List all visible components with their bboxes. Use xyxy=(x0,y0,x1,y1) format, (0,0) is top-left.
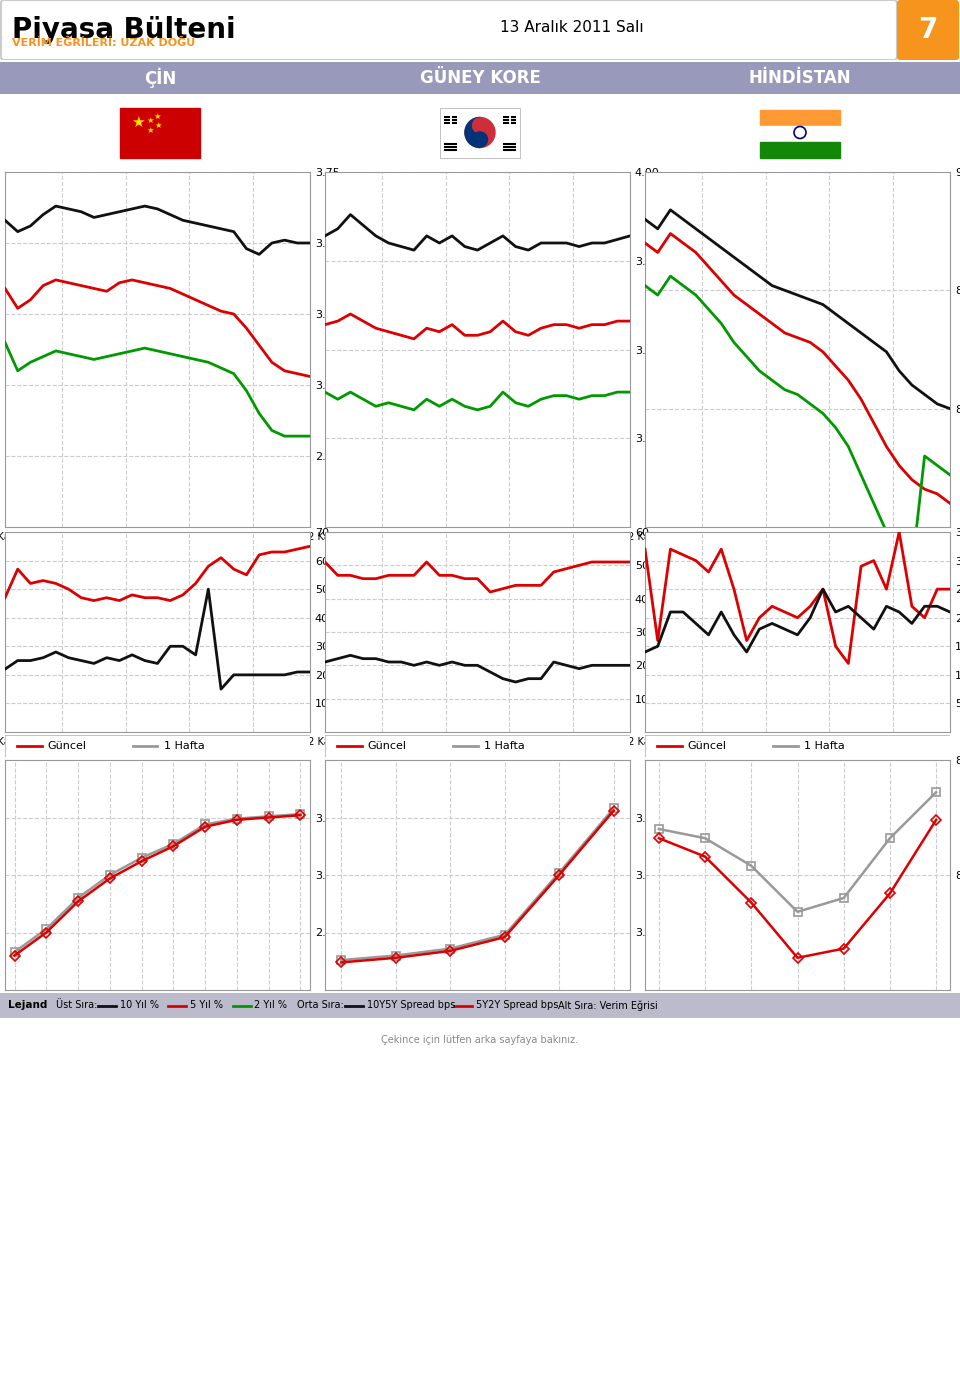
Text: 1 Hafta: 1 Hafta xyxy=(484,742,524,751)
Text: GÜNEY KORE: GÜNEY KORE xyxy=(420,69,540,87)
Text: 1 Hafta: 1 Hafta xyxy=(163,742,204,751)
Text: 5 Yıl %: 5 Yıl % xyxy=(190,1001,223,1010)
Text: Üst Sıra:: Üst Sıra: xyxy=(56,1001,97,1010)
Bar xyxy=(440,108,520,158)
Text: Alt Sıra: Verim Eğrisi: Alt Sıra: Verim Eğrisi xyxy=(558,1001,658,1010)
Text: Orta Sıra:: Orta Sıra: xyxy=(297,1001,344,1010)
Text: ★: ★ xyxy=(153,112,160,121)
Text: Güncel: Güncel xyxy=(368,742,407,751)
Bar xyxy=(760,126,840,141)
Text: 10 Yıl %: 10 Yıl % xyxy=(120,1001,159,1010)
Text: 10Y5Y Spread bps: 10Y5Y Spread bps xyxy=(367,1001,455,1010)
Text: 2 Yıl %: 2 Yıl % xyxy=(254,1001,287,1010)
Text: ★: ★ xyxy=(147,126,155,134)
Circle shape xyxy=(472,132,488,147)
Text: 1 Hafta: 1 Hafta xyxy=(804,742,845,751)
Text: 7: 7 xyxy=(919,17,938,44)
Circle shape xyxy=(465,118,495,147)
Text: Piyasa Bülteni: Piyasa Bülteni xyxy=(12,17,235,44)
Text: ÇİN: ÇİN xyxy=(144,68,176,89)
Text: 5Y2Y Spread bps: 5Y2Y Spread bps xyxy=(476,1001,559,1010)
Text: ★: ★ xyxy=(131,115,144,129)
Circle shape xyxy=(472,118,488,133)
FancyBboxPatch shape xyxy=(897,0,959,60)
Bar xyxy=(760,109,840,126)
Text: Güncel: Güncel xyxy=(687,742,727,751)
Text: 13 Aralık 2011 Salı: 13 Aralık 2011 Salı xyxy=(500,21,643,36)
Text: Güncel: Güncel xyxy=(48,742,86,751)
Text: Lejand: Lejand xyxy=(8,1001,47,1010)
FancyBboxPatch shape xyxy=(1,0,897,60)
Text: Çekince için lütfen arka sayfaya bakınız.: Çekince için lütfen arka sayfaya bakınız… xyxy=(381,1035,579,1045)
Bar xyxy=(120,108,200,158)
Text: HİNDİSTAN: HİNDİSTAN xyxy=(749,69,852,87)
Text: ★: ★ xyxy=(147,116,155,125)
Text: ★: ★ xyxy=(155,121,162,130)
Bar xyxy=(760,141,840,158)
Wedge shape xyxy=(465,118,480,147)
Text: VERİM EĞRİLERİ: UZAK DOĞU: VERİM EĞRİLERİ: UZAK DOĞU xyxy=(12,37,195,49)
